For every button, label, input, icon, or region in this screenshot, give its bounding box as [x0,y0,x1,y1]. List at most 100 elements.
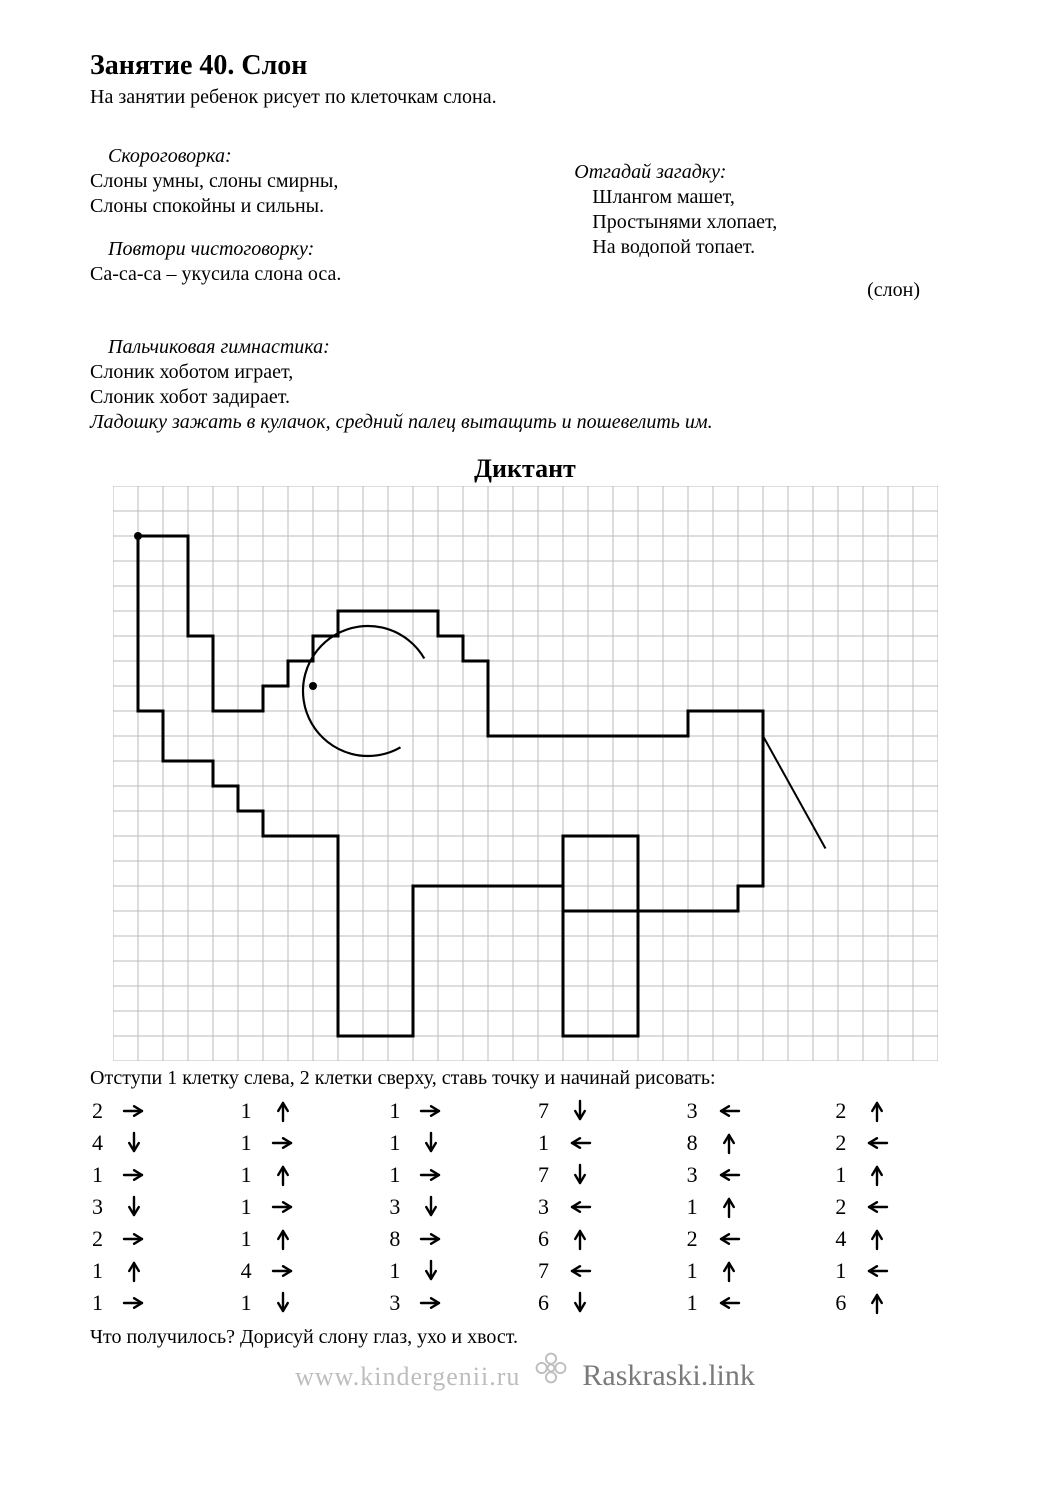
step-item: 2 [92,1098,215,1124]
finger-block: Пальчиковая гимнастика: Слоник хоботом и… [90,336,960,434]
step-count: 6 [538,1290,554,1316]
left-arrow-icon [568,1195,592,1219]
step-item: 1 [835,1162,958,1188]
step-item: 6 [538,1226,661,1252]
right-arrow-icon [419,1099,443,1123]
step-count: 1 [241,1130,257,1156]
finger-line: Слоник хоботом играет, [90,361,960,384]
left-arrow-icon [865,1131,889,1155]
left-arrow-icon [717,1163,741,1187]
step-count: 1 [389,1130,405,1156]
step-count: 3 [92,1194,108,1220]
step-item: 2 [835,1194,958,1220]
step-item: 1 [687,1194,810,1220]
riddle-heading: Отгадай загадку: [574,161,960,184]
step-count: 3 [389,1290,405,1316]
left-arrow-icon [865,1259,889,1283]
finger-line: Слоник хобот задирает. [90,386,960,409]
step-count: 8 [389,1226,405,1252]
step-item: 1 [538,1130,661,1156]
right-arrow-icon [271,1131,295,1155]
footer: www.kindergenii.ru Raskraski.link [90,1351,960,1393]
up-arrow-icon [865,1227,889,1251]
step-count: 1 [389,1098,405,1124]
step-item: 6 [835,1290,958,1316]
down-arrow-icon [568,1099,592,1123]
up-arrow-icon [717,1131,741,1155]
step-item: 1 [835,1258,958,1284]
step-item: 6 [538,1290,661,1316]
right-arrow-icon [271,1259,295,1283]
grid-diagram [90,486,960,1061]
step-count: 4 [835,1226,851,1252]
step-count: 3 [538,1194,554,1220]
step-count: 1 [389,1162,405,1188]
down-arrow-icon [419,1131,443,1155]
step-item: 4 [92,1130,215,1156]
left-arrow-icon [865,1195,889,1219]
step-count: 1 [538,1130,554,1156]
step-count: 3 [687,1162,703,1188]
step-count: 1 [241,1194,257,1220]
step-item: 1 [389,1130,512,1156]
step-item: 4 [835,1226,958,1252]
step-item: 1 [241,1290,364,1316]
elephant-grid-svg [113,486,938,1061]
right-arrow-icon [122,1291,146,1315]
up-arrow-icon [717,1195,741,1219]
step-count: 2 [835,1130,851,1156]
step-count: 1 [389,1258,405,1284]
right-arrow-icon [122,1163,146,1187]
start-instruction: Отступи 1 клетку слева, 2 клетки сверху,… [90,1067,960,1090]
step-count: 4 [241,1258,257,1284]
step-item: 8 [389,1226,512,1252]
step-count: 1 [687,1290,703,1316]
right-arrow-icon [419,1291,443,1315]
step-item: 4 [241,1258,364,1284]
step-item: 1 [241,1130,364,1156]
step-count: 2 [687,1226,703,1252]
step-count: 4 [92,1130,108,1156]
riddle-answer: (слон) [574,279,920,302]
right-arrow-icon [419,1227,443,1251]
up-arrow-icon [865,1163,889,1187]
up-arrow-icon [271,1099,295,1123]
watermark-1: www.kindergenii.ru [295,1362,520,1392]
step-count: 2 [835,1098,851,1124]
right-arrow-icon [122,1227,146,1251]
left-arrow-icon [717,1099,741,1123]
up-arrow-icon [271,1163,295,1187]
step-count: 3 [687,1098,703,1124]
step-count: 2 [92,1226,108,1252]
step-count: 2 [835,1194,851,1220]
step-item: 3 [92,1194,215,1220]
step-item: 1 [241,1194,364,1220]
left-arrow-icon [568,1131,592,1155]
step-count: 1 [241,1098,257,1124]
riddle-line: На водопой топает. [592,236,960,259]
step-count: 1 [92,1258,108,1284]
up-arrow-icon [568,1227,592,1251]
step-count: 1 [687,1258,703,1284]
step-item: 1 [389,1258,512,1284]
left-arrow-icon [717,1227,741,1251]
page-title: Занятие 40. Слон [90,50,960,82]
left-arrow-icon [717,1291,741,1315]
step-count: 7 [538,1098,554,1124]
step-count: 1 [92,1162,108,1188]
tongue-twister-heading: Скороговорка: [108,145,514,168]
up-arrow-icon [865,1099,889,1123]
down-arrow-icon [122,1195,146,1219]
step-item: 1 [241,1162,364,1188]
riddle-line: Шлангом машет, [592,186,960,209]
step-count: 7 [538,1162,554,1188]
page-subtitle: На занятии ребенок рисует по клеточкам с… [90,86,960,109]
step-count: 3 [389,1194,405,1220]
step-item: 1 [92,1258,215,1284]
worksheet-page: Занятие 40. Слон На занятии ребенок рису… [0,0,1050,1413]
down-arrow-icon [122,1131,146,1155]
up-arrow-icon [717,1259,741,1283]
tongue-twister-line: Слоны спокойны и сильны. [90,195,514,218]
step-item: 3 [687,1162,810,1188]
step-item: 1 [241,1226,364,1252]
